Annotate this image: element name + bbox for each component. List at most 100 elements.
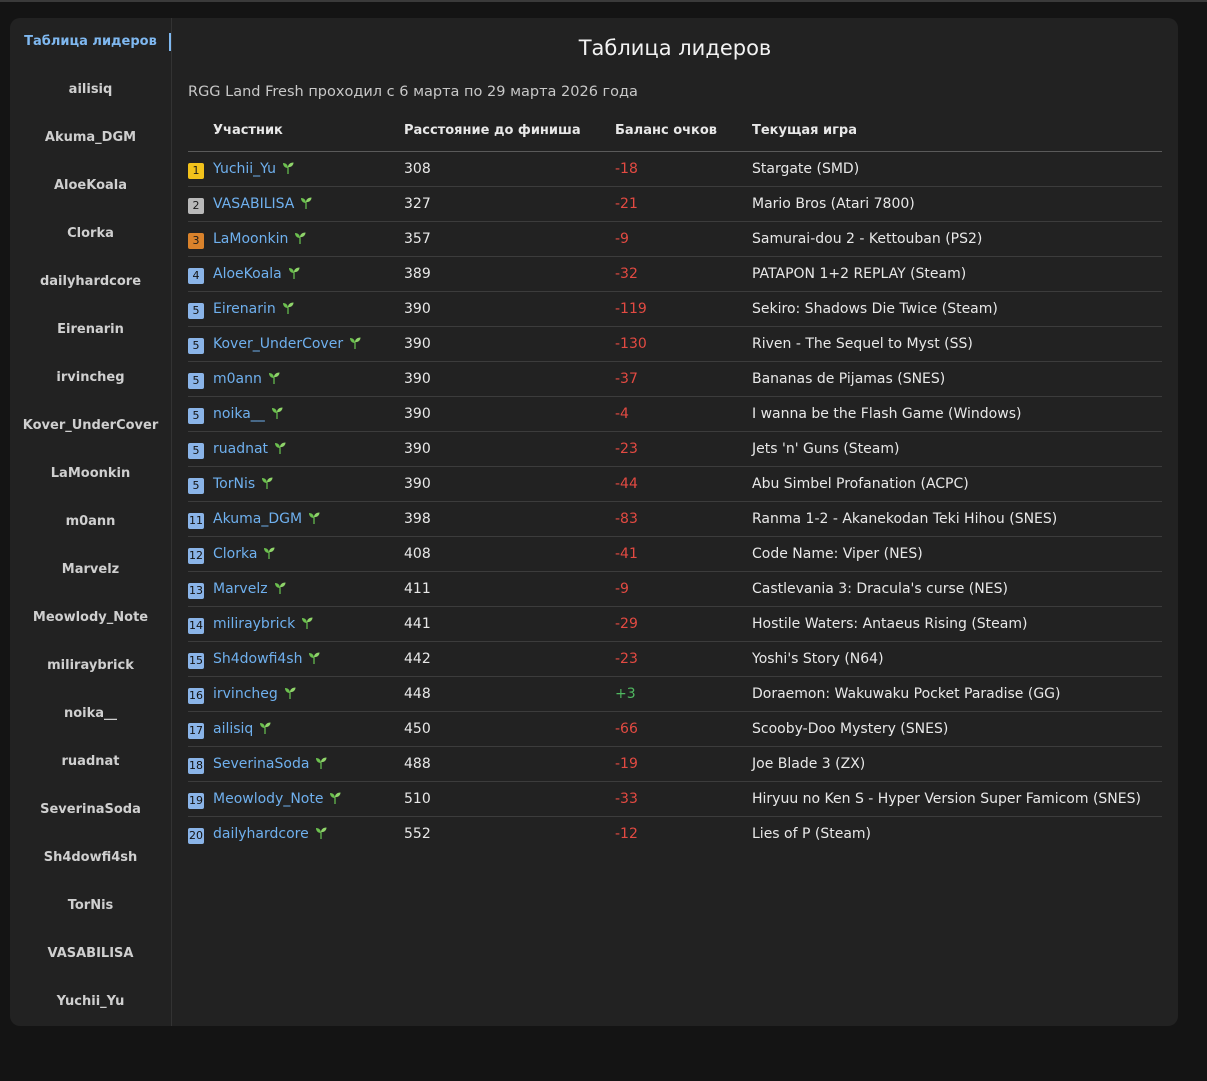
participant-cell: Marvelz bbox=[213, 581, 287, 597]
distance-cell: 450 bbox=[404, 721, 431, 737]
participant-link[interactable]: ruadnat bbox=[213, 441, 269, 457]
balance-cell: -41 bbox=[615, 546, 638, 562]
distance-cell: 408 bbox=[404, 546, 431, 562]
participant-link[interactable]: TorNis bbox=[213, 476, 256, 492]
sprout-icon bbox=[348, 336, 362, 350]
rank-badge: 5 bbox=[188, 338, 204, 354]
current-game-cell: Hiryuu no Ken S - Hyper Version Super Fa… bbox=[752, 791, 1141, 807]
participant-link[interactable]: LaMoonkin bbox=[213, 231, 289, 247]
rank-cell: 5 bbox=[188, 407, 204, 424]
sidebar-item-participant[interactable]: AloeKoala bbox=[53, 178, 128, 193]
distance-cell: 442 bbox=[404, 651, 431, 667]
participant-cell: Eirenarin bbox=[213, 301, 295, 317]
participant-link[interactable]: VASABILISA bbox=[213, 196, 295, 212]
participant-cell: m0ann bbox=[213, 371, 281, 387]
sidebar-item-participant[interactable]: Sh4dowfi4sh bbox=[43, 850, 138, 865]
table-row: 20 dailyhardcore 552 -12 Lies of P (Steam) bbox=[188, 817, 1162, 851]
sidebar-item-participant[interactable]: noika__ bbox=[63, 706, 118, 721]
participant-cell: SeverinaSoda bbox=[213, 756, 328, 772]
participant-cell: ruadnat bbox=[213, 441, 287, 457]
rank-badge: 16 bbox=[188, 688, 204, 704]
sidebar-item-participant[interactable]: Eirenarin bbox=[57, 322, 124, 337]
sidebar-item-participant[interactable]: Kover_UnderCover bbox=[22, 418, 159, 433]
rank-cell: 16 bbox=[188, 687, 204, 704]
table-header: Участник Расстояние до финиша Баланс очк… bbox=[188, 116, 1162, 152]
participant-cell: TorNis bbox=[213, 476, 274, 492]
participant-link[interactable]: Eirenarin bbox=[213, 301, 276, 317]
table-row: 5 Eirenarin 390 -119 Sekiro: Shadows Die Twi… bbox=[188, 292, 1162, 327]
sidebar-item-participant[interactable]: miliraybrick bbox=[47, 658, 134, 673]
participant-link[interactable]: AloeKoala bbox=[213, 266, 282, 282]
sprout-icon bbox=[300, 616, 314, 630]
sidebar-item-participant[interactable]: ruadnat bbox=[61, 754, 120, 769]
rank-cell: 5 bbox=[188, 302, 204, 319]
table-row: 17 ailisiq 450 -66 Scooby-Doo Mystery (SNES) bbox=[188, 712, 1162, 747]
distance-cell: 390 bbox=[404, 336, 431, 352]
sidebar-item-participant[interactable]: VASABILISA bbox=[47, 946, 134, 961]
sidebar-item-participant[interactable]: m0ann bbox=[65, 514, 116, 529]
rank-cell: 12 bbox=[188, 547, 204, 564]
current-game-cell: Ranma 1-2 - Akanekodan Teki Hihou (SNES) bbox=[752, 511, 1058, 527]
sidebar-item-participant[interactable]: irvincheg bbox=[56, 370, 125, 385]
participant-link[interactable]: m0ann bbox=[213, 371, 262, 387]
sidebar-item-participant[interactable]: TorNis bbox=[67, 898, 114, 913]
participant-link[interactable]: Yuchii_Yu bbox=[213, 161, 276, 177]
participant-link[interactable]: Marvelz bbox=[213, 581, 268, 597]
participant-link[interactable]: dailyhardcore bbox=[213, 826, 309, 842]
participant-link[interactable]: ailisiq bbox=[213, 721, 254, 737]
balance-cell: -9 bbox=[615, 231, 629, 247]
current-game-cell: Doraemon: Wakuwaku Pocket Paradise (GG) bbox=[752, 686, 1061, 702]
sidebar-item-participant[interactable]: Yuchii_Yu bbox=[56, 994, 125, 1009]
current-game-cell: Samurai-dou 2 - Kettouban (PS2) bbox=[752, 231, 983, 247]
rank-cell: 11 bbox=[188, 512, 204, 529]
table-row: 2 VASABILISA 327 -21 Mario Bros (Atari 7800) bbox=[188, 187, 1162, 222]
distance-cell: 390 bbox=[404, 406, 431, 422]
sidebar-item-participant[interactable]: Clorka bbox=[67, 226, 114, 241]
current-game-cell: Sekiro: Shadows Die Twice (Steam) bbox=[752, 301, 998, 317]
participant-link[interactable]: irvincheg bbox=[213, 686, 278, 702]
sidebar-item-leaderboard[interactable]: Таблица лидеров bbox=[10, 30, 171, 54]
rank-cell: 19 bbox=[188, 792, 204, 809]
rank-cell: 2 bbox=[188, 197, 204, 214]
participant-link[interactable]: noika__ bbox=[213, 406, 265, 422]
rank-badge: 11 bbox=[188, 513, 204, 529]
balance-cell: -83 bbox=[615, 511, 638, 527]
participant-link[interactable]: Sh4dowfi4sh bbox=[213, 651, 303, 667]
sidebar-item-participant[interactable]: LaMoonkin bbox=[50, 466, 131, 481]
table-row: 13 Marvelz 411 -9 Castlevania 3: Dracula's c… bbox=[188, 572, 1162, 607]
leaderboard-panel: Таблица лидеров ailisiq Akuma_DGM AloeKoala… bbox=[10, 18, 1178, 1026]
participant-cell: dailyhardcore bbox=[213, 826, 328, 842]
participant-link[interactable]: Akuma_DGM bbox=[213, 511, 303, 527]
rank-badge: 13 bbox=[188, 583, 204, 599]
participant-link[interactable]: SeverinaSoda bbox=[213, 756, 310, 772]
participant-cell: Akuma_DGM bbox=[213, 511, 321, 527]
balance-cell: -66 bbox=[615, 721, 638, 737]
distance-cell: 390 bbox=[404, 301, 431, 317]
balance-cell: -130 bbox=[615, 336, 647, 352]
sidebar-item-participant[interactable]: Meowlody_Note bbox=[32, 610, 149, 625]
table-row: 14 miliraybrick 441 -29 Hostile Waters: Anta… bbox=[188, 607, 1162, 642]
sidebar-item-participant[interactable]: SeverinaSoda bbox=[40, 802, 141, 817]
rank-badge: 5 bbox=[188, 303, 204, 319]
sidebar-item-participant[interactable]: Marvelz bbox=[61, 562, 120, 577]
sidebar-item-participant[interactable]: ailisiq bbox=[68, 82, 113, 97]
distance-cell: 308 bbox=[404, 161, 431, 177]
sidebar-item-participant[interactable]: dailyhardcore bbox=[39, 274, 142, 289]
participant-link[interactable]: Clorka bbox=[213, 546, 258, 562]
sidebar-item-participant[interactable]: Akuma_DGM bbox=[44, 130, 137, 145]
distance-cell: 411 bbox=[404, 581, 431, 597]
balance-cell: -119 bbox=[615, 301, 647, 317]
participant-cell: ailisiq bbox=[213, 721, 272, 737]
rank-badge: 5 bbox=[188, 373, 204, 389]
participant-link[interactable]: Meowlody_Note bbox=[213, 791, 324, 807]
rank-cell: 1 bbox=[188, 162, 204, 179]
current-game-cell: Joe Blade 3 (ZX) bbox=[752, 756, 866, 772]
table-row: 18 SeverinaSoda 488 -19 Joe Blade 3 (ZX) bbox=[188, 747, 1162, 782]
participant-link[interactable]: miliraybrick bbox=[213, 616, 296, 632]
sprout-icon bbox=[281, 161, 295, 175]
rank-badge: 5 bbox=[188, 443, 204, 459]
participant-link[interactable]: Kover_UnderCover bbox=[213, 336, 344, 352]
rank-badge: 18 bbox=[188, 758, 204, 774]
balance-cell: -4 bbox=[615, 406, 629, 422]
sprout-icon bbox=[328, 791, 342, 805]
